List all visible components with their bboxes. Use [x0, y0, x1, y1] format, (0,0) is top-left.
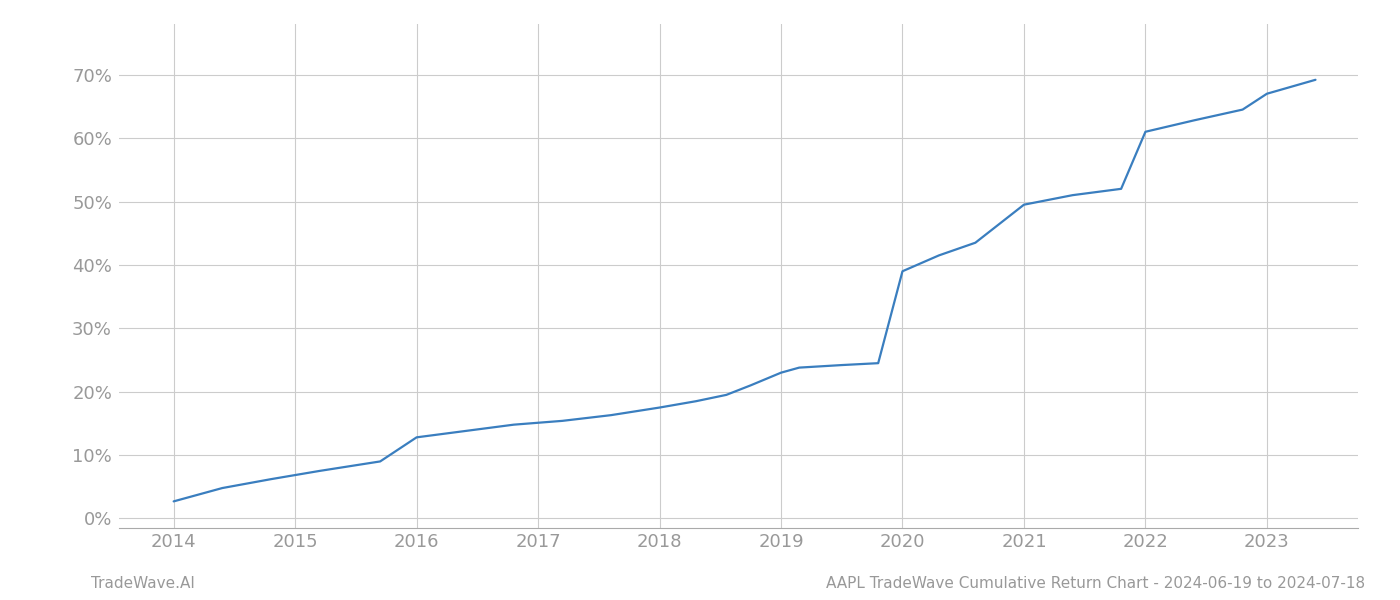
Text: TradeWave.AI: TradeWave.AI [91, 576, 195, 591]
Text: AAPL TradeWave Cumulative Return Chart - 2024-06-19 to 2024-07-18: AAPL TradeWave Cumulative Return Chart -… [826, 576, 1365, 591]
